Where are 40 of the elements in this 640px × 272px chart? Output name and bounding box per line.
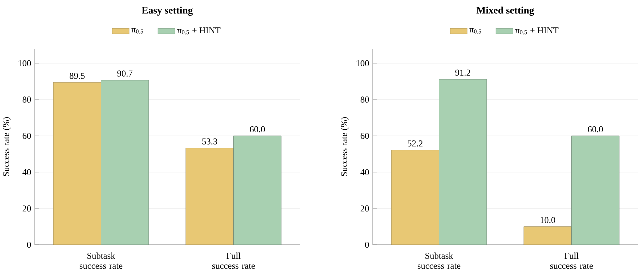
y-tick-label: 40 [22,169,32,176]
x-tick-label: Subtask success rate [80,252,123,270]
legend-label: π$_{0.5}$ [132,28,144,34]
data-label: 60.0 [588,126,604,133]
y-tick-label: 100 [356,60,370,67]
y-axis-title: Success rate (%) [3,118,12,176]
data-label: 89.5 [70,72,85,80]
legend-label: π$_{0.5}$ [470,28,482,34]
bar [439,79,488,245]
data-label: 52.2 [408,140,423,147]
y-tick-label: 0 [27,242,32,248]
y-tick-label: 100 [18,60,32,67]
data-label: 60.0 [250,126,266,133]
bar [101,80,150,245]
y-tick-label: 60 [22,133,32,140]
legend-label: π$_{0.5}$ + HINT [178,28,221,35]
x-tick-label: Full success rate [550,252,594,270]
bar [53,82,102,245]
x-tick-label: Subtask success rate [418,252,461,270]
x-tick-label: Full success rate [212,252,256,270]
bar [391,150,440,245]
bar [572,136,620,245]
y-tick-label: 40 [360,169,370,176]
y-tick-label: 80 [22,96,32,103]
chart-title: Mixed setting [476,6,534,16]
bar [524,226,572,245]
data-label: 90.7 [118,70,133,77]
bar [186,148,234,245]
data-label: 91.2 [456,70,470,76]
y-tick-label: 20 [360,206,370,212]
y-tick-label: 60 [360,133,370,140]
chart-title: Easy setting [142,6,194,16]
data-label: 10.0 [540,217,556,224]
data-label: 53.3 [202,138,218,145]
y-axis-title: Success rate (%) [341,118,350,176]
legend-label: π$_{0.5}$ + HINT [516,28,559,35]
y-tick-label: 80 [360,96,370,103]
bar [234,136,282,245]
y-tick-label: 0 [365,242,370,248]
y-tick-label: 20 [22,206,32,212]
